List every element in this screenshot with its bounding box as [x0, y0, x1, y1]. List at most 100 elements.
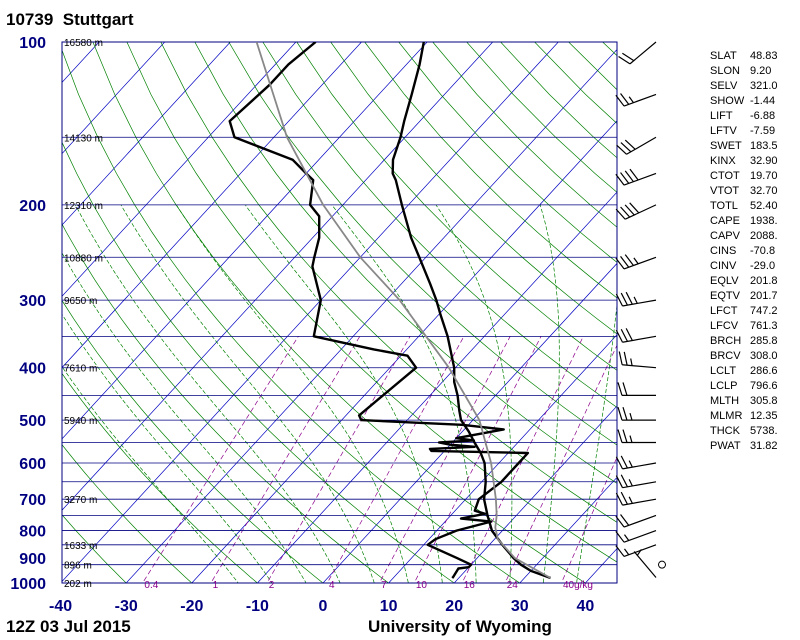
height-label: 9650 m — [64, 296, 97, 307]
wind-barb — [615, 328, 657, 343]
barb-feather — [615, 456, 624, 470]
wind-barb — [615, 514, 657, 528]
mixing-ratio-line — [560, 456, 617, 583]
calm-wind-circle — [658, 560, 666, 569]
index-key: SELV — [710, 80, 738, 92]
dry-adiabat-line — [62, 299, 324, 583]
parcel-profile-line — [255, 42, 552, 579]
pressure-tick-label: 100 — [19, 35, 46, 52]
index-row: CAPV 2088. — [710, 229, 800, 244]
plot-frame — [61, 41, 618, 584]
isotherm-line — [256, 191, 617, 583]
dry-adiabat-line — [160, 42, 617, 523]
index-row: SWET 183.5 — [710, 139, 800, 154]
barb-feather — [616, 144, 627, 155]
index-key: LIFT — [710, 110, 733, 122]
barb-feather — [615, 545, 625, 557]
moist-adiabat-line — [75, 204, 341, 583]
index-value: -29.0 — [750, 260, 776, 272]
index-row: KINX 32.90 — [710, 154, 800, 169]
temperature-tick-label: -10 — [246, 598, 269, 615]
wind-barb — [615, 530, 657, 543]
index-value: 5738. — [750, 425, 778, 437]
dry-adiabat-line — [228, 42, 617, 446]
barb-feather — [620, 328, 628, 342]
index-value: -1.44 — [750, 95, 776, 107]
dry-adiabat-line — [62, 444, 193, 583]
index-key: CAPE — [710, 215, 740, 227]
wind-barb — [616, 136, 657, 155]
height-label: 5940 m — [64, 416, 97, 427]
height-label: 3270 m — [64, 495, 97, 506]
mixing-ratio-label: 1 — [213, 580, 219, 591]
barb-feather — [620, 514, 630, 526]
barb-feather — [629, 168, 639, 181]
barb-staff — [623, 172, 657, 186]
mixing-ratio-label: 0.4 — [144, 580, 158, 591]
barb-half-feather — [629, 412, 633, 421]
barb-staff — [626, 136, 657, 155]
index-value: 48.83 — [750, 50, 778, 62]
index-value: -70.8 — [750, 245, 776, 257]
barb-staff — [623, 530, 657, 543]
barb-staff — [624, 204, 657, 220]
index-row: BRCV 308.0 — [710, 349, 800, 364]
barb-feather — [629, 202, 640, 214]
pressure-tick-label: 200 — [19, 198, 46, 215]
index-key: SHOW — [710, 95, 745, 107]
index-value: 1938. — [750, 215, 778, 227]
index-key: THCK — [710, 425, 740, 437]
data-source: University of Wyoming — [368, 617, 552, 636]
barb-feather — [625, 291, 633, 305]
isotherm-line — [62, 42, 494, 511]
barb-feather — [620, 93, 630, 105]
isotherm-line — [125, 49, 617, 583]
moist-adiabat-line — [576, 301, 617, 583]
dry-adiabat-line — [262, 42, 617, 408]
barb-half-feather — [628, 96, 634, 103]
index-key: TOTL — [710, 200, 738, 212]
temperature-tick-label: 30 — [511, 598, 529, 615]
mixing-ratio-line — [142, 336, 299, 583]
barb-feather — [622, 52, 635, 62]
index-value: 308.0 — [750, 350, 778, 362]
wind-barb — [658, 560, 666, 569]
index-key: LCLT — [710, 365, 737, 377]
mixing-ratio-label: 16 — [464, 580, 476, 591]
barb-staff — [622, 481, 657, 489]
temperature-tick-label: 0 — [319, 598, 328, 615]
index-value: 747.2 — [750, 305, 778, 317]
index-row: VTOT 32.70 — [710, 184, 800, 199]
mixing-ratio-label: 24 — [507, 580, 519, 591]
wind-barb — [615, 491, 657, 506]
index-value: 286.6 — [750, 365, 778, 377]
wind-barb — [615, 291, 657, 307]
barb-feather — [615, 492, 624, 506]
index-row: CAPE 1938. — [710, 214, 800, 229]
temperature-tick-label: -30 — [115, 598, 138, 615]
isotherm-line — [388, 334, 617, 583]
wind-barb — [618, 351, 657, 369]
mixing-ratio-label: 4 — [329, 580, 335, 591]
barb-staff — [629, 41, 657, 65]
barb-half-feather — [633, 296, 638, 304]
index-row: SHOW -1.44 — [710, 94, 800, 109]
dry-adiabat-line — [92, 42, 587, 583]
index-row: EQLV 201.8 — [710, 274, 800, 289]
dry-adiabat-line — [62, 49, 521, 583]
pressure-tick-label: 900 — [19, 551, 46, 568]
barb-half-feather — [629, 435, 633, 443]
height-label: 896 m — [64, 561, 92, 572]
index-value: 12.35 — [750, 410, 778, 422]
temperature-tick-label: 10 — [380, 598, 398, 615]
index-row: MLMR 12.35 — [710, 409, 800, 424]
barb-feather — [623, 351, 628, 366]
index-key: BRCH — [710, 335, 742, 347]
barb-feather — [624, 170, 634, 183]
background-grid — [62, 42, 617, 583]
dry-adiabat-line — [364, 42, 617, 299]
barb-staff — [622, 299, 657, 307]
index-key: CTOT — [710, 170, 740, 182]
wind-barb — [633, 548, 657, 578]
